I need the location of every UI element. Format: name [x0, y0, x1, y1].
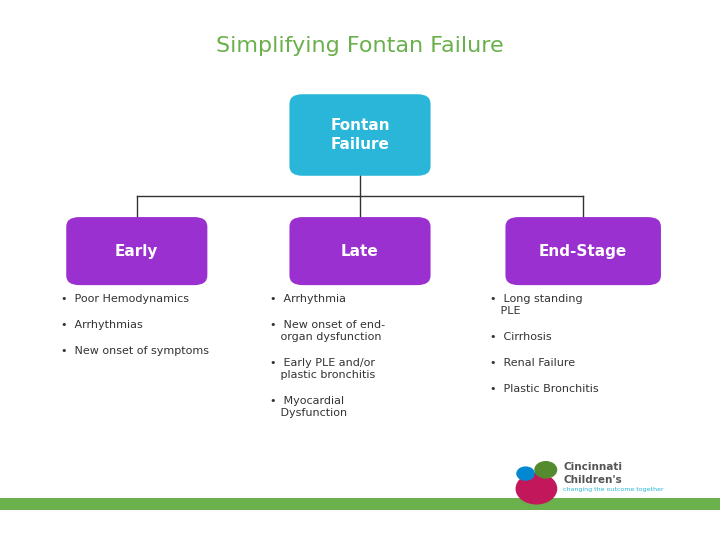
Text: •  Early PLE and/or: • Early PLE and/or — [270, 358, 375, 368]
Text: Dysfunction: Dysfunction — [270, 408, 347, 418]
Text: changing the outcome together: changing the outcome together — [563, 487, 664, 492]
Text: •  Myocardial: • Myocardial — [270, 396, 344, 406]
Text: Late: Late — [341, 244, 379, 259]
FancyBboxPatch shape — [289, 94, 431, 176]
FancyBboxPatch shape — [66, 217, 207, 285]
Circle shape — [517, 467, 534, 480]
Bar — [0, 498, 720, 510]
Text: •  Cirrhosis: • Cirrhosis — [490, 332, 552, 342]
FancyBboxPatch shape — [505, 217, 661, 285]
Text: •  Renal Failure: • Renal Failure — [490, 358, 575, 368]
Text: •  Arrhythmia: • Arrhythmia — [270, 294, 346, 305]
Circle shape — [516, 474, 557, 504]
Text: •  Arrhythmias: • Arrhythmias — [61, 320, 143, 330]
Text: •  New onset of end-: • New onset of end- — [270, 320, 385, 330]
Text: Fontan
Failure: Fontan Failure — [330, 118, 390, 152]
Text: End-Stage: End-Stage — [539, 244, 627, 259]
Text: •  Plastic Bronchitis: • Plastic Bronchitis — [490, 384, 598, 394]
Text: Cincinnati
Children's: Cincinnati Children's — [563, 462, 622, 485]
Text: •  New onset of symptoms: • New onset of symptoms — [61, 346, 210, 356]
Text: organ dysfunction: organ dysfunction — [270, 332, 382, 342]
Text: Early: Early — [115, 244, 158, 259]
Text: Simplifying Fontan Failure: Simplifying Fontan Failure — [216, 36, 504, 56]
Text: PLE: PLE — [490, 306, 520, 316]
Text: plastic bronchitis: plastic bronchitis — [270, 370, 375, 380]
Text: •  Poor Hemodynamics: • Poor Hemodynamics — [61, 294, 189, 305]
Circle shape — [535, 462, 557, 478]
Text: •  Long standing: • Long standing — [490, 294, 582, 305]
FancyBboxPatch shape — [289, 217, 431, 285]
